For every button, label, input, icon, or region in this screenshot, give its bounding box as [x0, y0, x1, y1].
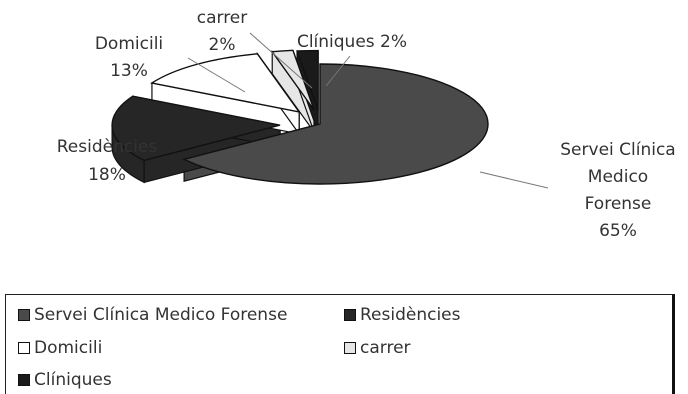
- leader-line-carrer: [249, 32, 313, 89]
- slice-cliniques: [296, 49, 319, 111]
- legend-item-domicili: Domicili: [18, 338, 102, 358]
- legend-item-cliniques: Clíniques: [18, 370, 112, 390]
- slice-carrer: [270, 49, 315, 111]
- legend-swatch-servei: [18, 309, 30, 321]
- slice-servei: [182, 63, 489, 185]
- data-label-domicili-1: 13%: [110, 61, 148, 81]
- legend-swatch-domicili: [18, 342, 30, 354]
- slice-domicili: [150, 53, 301, 113]
- data-label-servei-1: Medico: [588, 167, 648, 187]
- data-label-servei-0: Servei Clínica: [560, 140, 675, 160]
- legend-label-residencies: Residències: [360, 305, 461, 325]
- legend-label-servei: Servei Clínica Medico Forense: [34, 305, 288, 325]
- leader-line-cliniques: [325, 55, 351, 87]
- data-label-residencies-1: 18%: [88, 165, 126, 185]
- legend-label-cliniques: Clíniques: [34, 370, 112, 390]
- leader-line-servei: [479, 171, 549, 189]
- legend-swatch-residencies: [344, 309, 356, 321]
- legend-item-servei: Servei Clínica Medico Forense: [18, 305, 287, 325]
- chart-legend: Servei Clínica Medico Forense Residèncie…: [5, 294, 675, 394]
- data-label-residencies-0: Residències: [57, 137, 158, 157]
- data-label-servei-2: Forense: [585, 194, 652, 214]
- data-label-domicili-0: Domicili: [95, 34, 163, 54]
- data-label-carrer-1: 2%: [209, 35, 236, 55]
- leader-line-domicili: [187, 57, 246, 93]
- legend-item-residencies: Residències: [344, 305, 461, 325]
- data-label-servei-3: 65%: [599, 221, 637, 241]
- legend-swatch-cliniques: [18, 374, 30, 386]
- legend-label-carrer: carrer: [360, 338, 411, 358]
- data-label-carrer-0: carrer: [197, 8, 248, 28]
- pie-chart: Servei Clínica Medico Forense 65% Residèncie…: [57, 8, 676, 241]
- slice-residencies: [111, 95, 281, 162]
- legend-item-carrer: carrer: [344, 338, 411, 358]
- legend-swatch-carrer: [344, 342, 356, 354]
- legend-label-domicili: Domicili: [34, 338, 103, 358]
- data-label-cliniques-0: Clíniques 2%: [297, 32, 407, 52]
